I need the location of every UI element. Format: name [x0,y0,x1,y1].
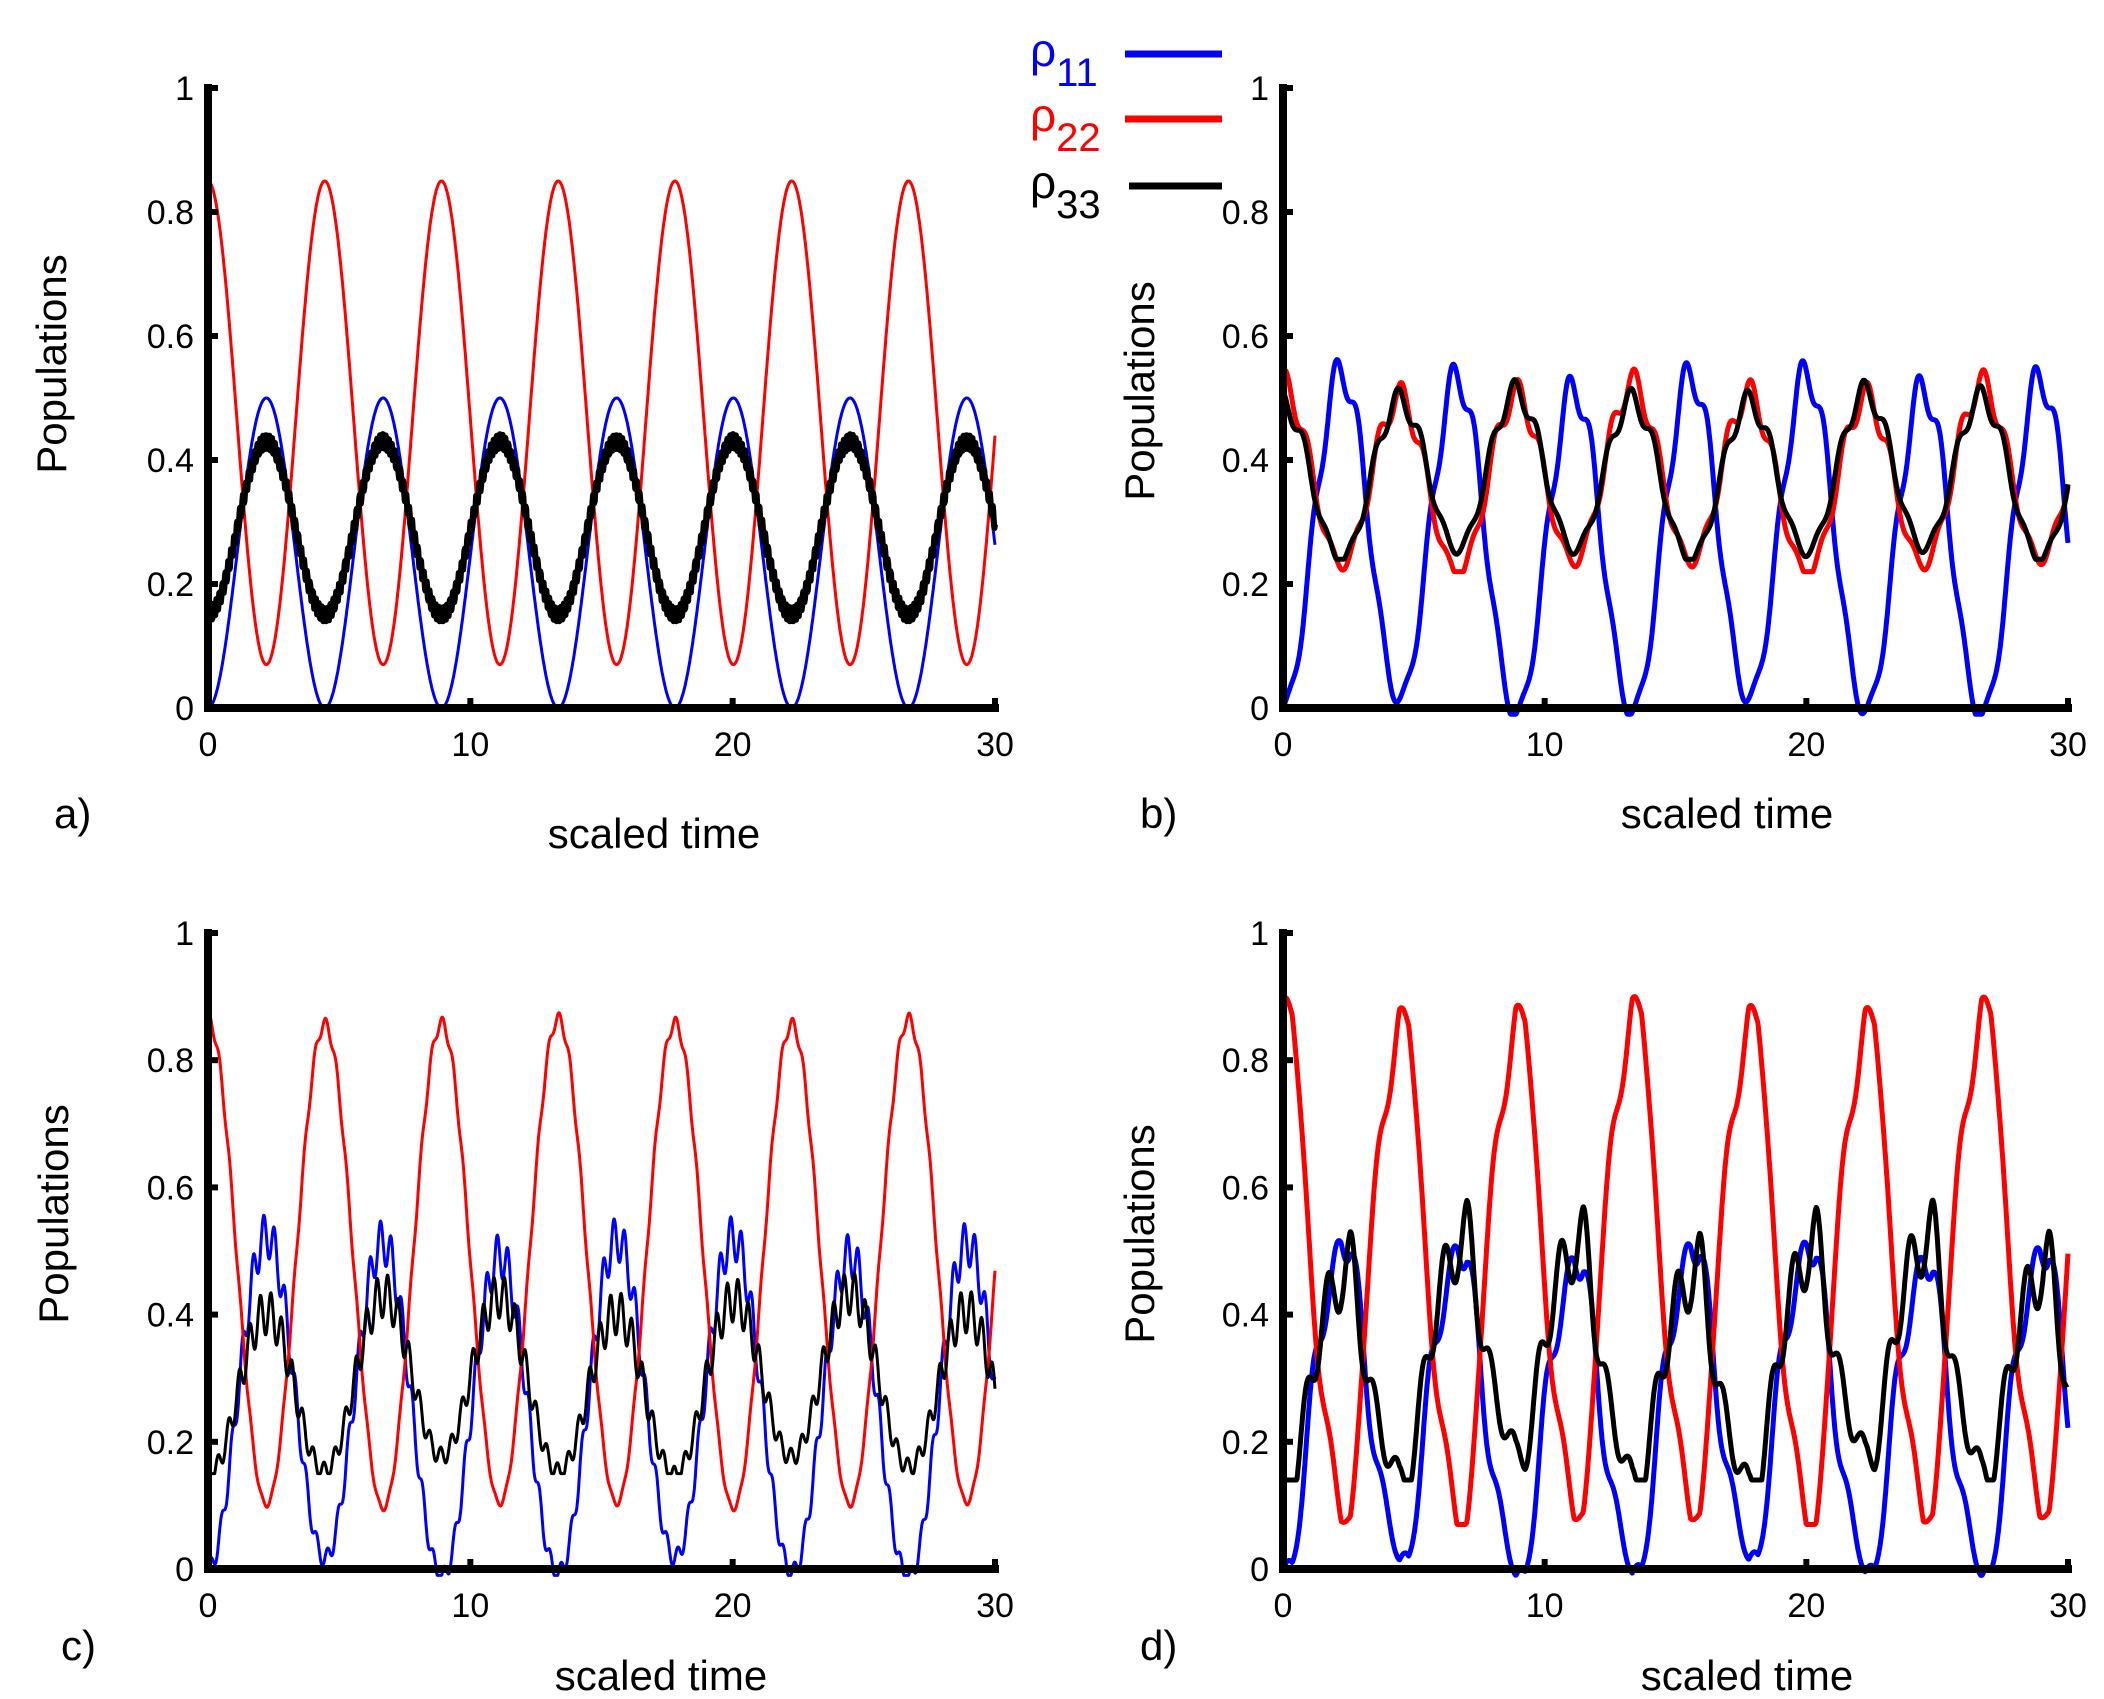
y-tick-label: 0.8 [1222,194,1269,232]
y-tick-label: 1 [1250,70,1269,108]
x-tick-label: 20 [714,726,752,764]
y-tick-label: 0.2 [147,1424,194,1462]
y-tick-label: 0 [175,1551,194,1589]
series-line-rho33 [1280,377,2071,562]
series-line-rho11 [206,1213,997,1577]
y-tick-label: 0.4 [147,1297,194,1335]
x-tick-label: 10 [1526,726,1564,764]
legend-label: ρ11 [1030,24,1098,95]
x-tick-label: 30 [2049,726,2087,764]
x-tick-label: 0 [1274,726,1293,764]
series-line-rho11 [1280,1238,2071,1578]
y-tick-label: 0.4 [1222,442,1269,480]
y-axis-label: Populations [1116,1124,1163,1344]
x-axis-label: scaled time [548,810,760,857]
y-tick-label: 0.2 [147,566,194,604]
y-tick-label: 0.8 [1222,1042,1269,1080]
y-tick-label: 0.6 [147,1169,194,1207]
y-axis-label: Populations [30,1104,77,1324]
legend-label: ρ22 [1030,89,1101,160]
y-tick-label: 0.8 [147,1042,194,1080]
legend-subscript: 11 [1056,51,1098,95]
y-tick-label: 0.4 [1222,1297,1269,1335]
x-tick-label: 10 [1526,1587,1564,1625]
x-tick-label: 0 [199,1587,218,1625]
x-tick-label: 0 [1274,1587,1293,1625]
series-line-rho33 [205,431,998,625]
y-tick-label: 0.2 [1222,1424,1269,1462]
x-axis-label: scaled time [555,1652,767,1699]
x-tick-label: 10 [451,726,489,764]
panel-label: a) [54,790,91,837]
x-tick-label: 20 [714,1587,752,1625]
legend-symbol: ρ [1030,89,1056,141]
y-axis-label: Populations [1116,281,1163,501]
x-tick-label: 30 [976,726,1014,764]
series-line-rho33 [206,1271,997,1476]
series-line-rho11 [1280,357,2071,717]
x-axis-label: scaled time [1621,790,1833,837]
x-tick-label: 30 [2049,1587,2087,1625]
series-line-rho22 [206,1011,997,1513]
legend-subscript: 22 [1056,116,1101,160]
y-tick-label: 1 [175,70,194,108]
legend-symbol: ρ [1030,24,1056,76]
x-tick-label: 30 [976,1587,1014,1625]
panel-label: b) [1140,790,1177,837]
panel-label: d) [1140,1622,1177,1669]
panel-label: c) [61,1622,96,1669]
y-tick-label: 0.8 [147,194,194,232]
y-tick-label: 1 [175,915,194,953]
y-axis-label: Populations [28,254,75,474]
y-tick-label: 0.2 [1222,566,1269,604]
series-line-rho11 [207,396,997,710]
x-tick-label: 0 [199,726,218,764]
y-tick-label: 1 [1250,915,1269,953]
legend-label: ρ33 [1030,156,1101,227]
y-tick-label: 0.4 [147,442,194,480]
y-tick-label: 0.6 [147,318,194,356]
x-axis-label: scaled time [1641,1652,1853,1699]
series-line-rho22 [207,179,997,667]
x-tick-label: 20 [1787,1587,1825,1625]
y-tick-label: 0 [1250,1551,1269,1589]
series-line-rho22 [1280,994,2071,1527]
y-tick-label: 0 [175,690,194,728]
legend-symbol: ρ [1030,156,1056,208]
y-tick-label: 0.6 [1222,318,1269,356]
series-line-rho33 [1280,1197,2070,1483]
x-tick-label: 10 [451,1587,489,1625]
x-tick-label: 20 [1787,726,1825,764]
legend-subscript: 33 [1056,183,1101,227]
y-tick-label: 0.6 [1222,1169,1269,1207]
y-tick-label: 0 [1250,690,1269,728]
